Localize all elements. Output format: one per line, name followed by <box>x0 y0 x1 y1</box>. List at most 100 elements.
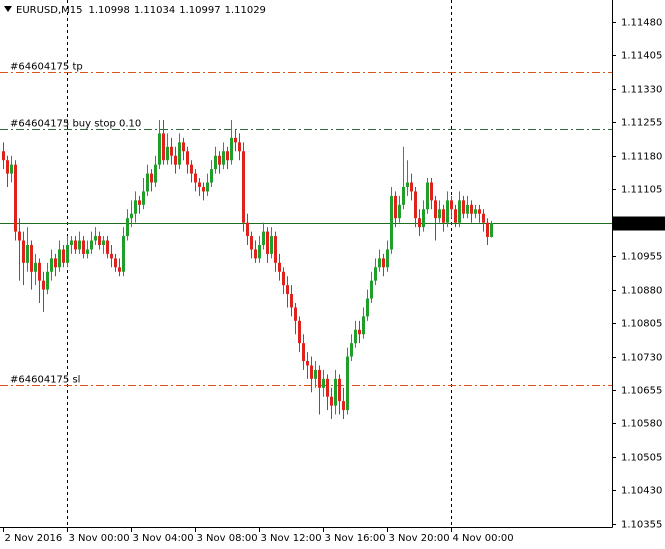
header-close: 1.11029 <box>225 5 266 16</box>
candle-body <box>398 204 401 219</box>
candle-body <box>74 240 77 250</box>
candle-body <box>62 249 65 263</box>
collapse-icon[interactable] <box>4 6 12 12</box>
last-price-label: 1.11029 <box>621 219 662 230</box>
candle-body <box>50 258 53 272</box>
candle-body <box>178 142 181 165</box>
x-tick-label: 3 Nov 04:00 <box>133 533 194 544</box>
candle-body <box>318 369 321 388</box>
chart-title: EURUSD,M15 <box>16 5 82 16</box>
x-tick-label: 3 Nov 16:00 <box>325 533 386 544</box>
candle-body <box>406 182 409 187</box>
candle-body <box>170 146 173 156</box>
y-tick-label: 1.10805 <box>621 319 662 330</box>
candle-body <box>66 244 69 263</box>
x-tick-label: 3 Nov 12:00 <box>261 533 322 544</box>
candle-body <box>202 186 205 192</box>
candle-body <box>310 365 313 379</box>
candle-body <box>162 133 165 161</box>
candle-body <box>34 262 37 272</box>
candle-body <box>134 200 137 214</box>
candle-body <box>306 361 309 366</box>
candle-body <box>454 209 457 223</box>
candle-body <box>174 155 177 165</box>
y-tick-label: 1.10955 <box>621 252 662 263</box>
candle-body <box>478 209 481 214</box>
candle-body <box>334 378 337 406</box>
y-tick-label: 1.11480 <box>621 18 662 29</box>
y-tick-label: 1.11330 <box>621 85 662 96</box>
candle-body <box>214 155 217 170</box>
candle-body <box>42 280 45 290</box>
candle-body <box>238 142 241 152</box>
y-tick-label: 1.10730 <box>621 353 662 364</box>
y-tick-label: 1.11255 <box>621 118 662 129</box>
candle-body <box>190 164 193 174</box>
candle-body <box>110 253 113 259</box>
candle-body <box>278 262 281 272</box>
candle-body <box>470 204 473 214</box>
candle-body <box>430 182 433 201</box>
candle-body <box>218 155 221 165</box>
last-price-box <box>613 216 665 231</box>
candle-body <box>130 213 133 219</box>
candle-body <box>282 271 285 286</box>
candle-body <box>290 294 293 308</box>
candle-body <box>442 209 445 223</box>
candle-body <box>302 343 305 362</box>
candle-body <box>10 164 13 174</box>
candle-body <box>102 240 105 245</box>
candle-body <box>186 151 189 165</box>
candle-body <box>378 258 381 268</box>
candle-body <box>154 164 157 183</box>
candle-body <box>410 182 413 192</box>
y-tick-label: 1.10580 <box>621 419 662 430</box>
y-tick-label: 1.10655 <box>621 386 662 397</box>
candle-body <box>2 151 5 161</box>
candle-body <box>386 249 389 268</box>
candle-body <box>350 343 353 357</box>
candle-body <box>458 200 461 223</box>
candle-body <box>366 298 369 317</box>
candle-body <box>342 401 345 411</box>
candle-body <box>438 209 441 219</box>
candle-body <box>486 222 489 237</box>
candle-body <box>54 258 57 268</box>
x-tick-label: 2 Nov 2016 <box>5 533 63 544</box>
y-tick-label: 1.11405 <box>621 51 662 62</box>
candle-body <box>14 164 17 232</box>
candle-body <box>86 249 89 254</box>
candle-body <box>230 137 233 161</box>
candle-body <box>198 182 201 187</box>
candle-body <box>354 329 357 344</box>
candle-body <box>462 200 465 214</box>
y-tick-label: 1.11180 <box>621 152 662 163</box>
candle-body <box>70 240 73 245</box>
candle-body <box>298 320 301 344</box>
candle-body <box>466 204 469 214</box>
y-tick-label: 1.10355 <box>621 520 662 531</box>
candle-body <box>286 285 289 295</box>
candle-body <box>382 258 385 268</box>
candle-body <box>346 356 349 411</box>
candle-body <box>94 236 97 241</box>
candle-body <box>326 378 329 397</box>
candle-body <box>394 195 397 219</box>
candle-body <box>474 209 477 214</box>
candle-body <box>18 231 21 241</box>
candle-body <box>142 191 145 205</box>
order-level-label: #64604175 sl <box>10 375 80 386</box>
candle-body <box>150 173 153 183</box>
candle-body <box>126 218 129 237</box>
candle-body <box>246 222 249 237</box>
candle-body <box>122 236 125 272</box>
candle-body <box>58 249 61 268</box>
candle-body <box>38 262 41 281</box>
candle-body <box>426 182 429 210</box>
candle-body <box>106 240 109 254</box>
candle-body <box>490 223 493 237</box>
x-tick-label: 3 Nov 00:00 <box>69 533 130 544</box>
candle-body <box>370 280 373 299</box>
